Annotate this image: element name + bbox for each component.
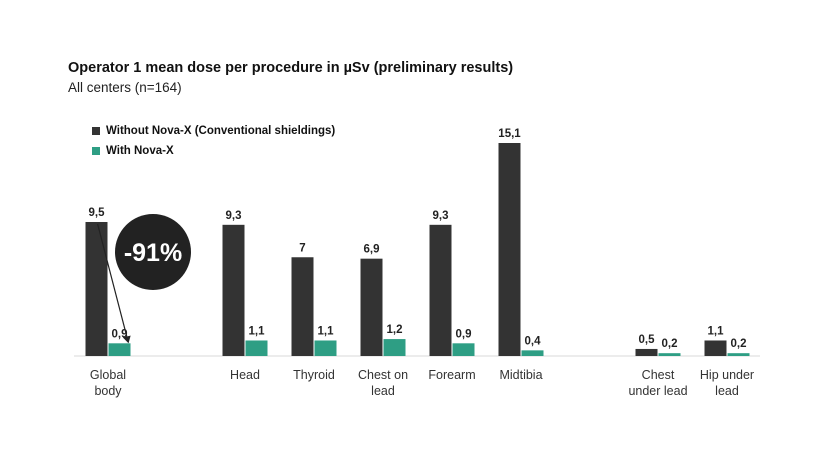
bar-without-nova-x [222,224,245,356]
bar-with-nova-x [383,339,406,356]
x-tick-label: Chest on lead [358,368,408,398]
legend-swatch-with-nova-x [92,147,100,155]
reduction-badge [115,214,191,290]
data-label: 9,5 [89,207,106,219]
bar-without-nova-x [498,143,521,356]
bar-without-nova-x [85,221,108,356]
data-label: 9,3 [226,210,242,222]
bar-without-nova-x [704,340,727,356]
legend-label-with-nova-x: With Nova-X [106,145,174,157]
data-label: 0,2 [731,338,747,350]
reduction-arrow [97,223,131,344]
bar-with-nova-x [245,340,268,356]
x-tick-label: Global body [90,368,126,398]
x-tick-label: Forearm [428,368,475,382]
x-tick-label: Midtibia [499,368,542,382]
legend-label-without-nova-x: Without Nova-X (Conventional shieldings) [106,125,336,137]
bar-without-nova-x [429,224,452,356]
data-label: 15,1 [498,128,521,140]
data-label: 1,2 [387,324,403,336]
bar-with-nova-x [727,353,750,356]
bar-with-nova-x [108,343,131,356]
x-tick-label: Head [230,368,260,382]
x-tick-label: Thyroid [293,368,335,382]
bar-with-nova-x [314,340,337,356]
data-label: 9,3 [433,210,449,222]
legend-swatch-without-nova-x [92,127,100,135]
bar-without-nova-x [635,348,658,356]
bar-with-nova-x [521,350,544,356]
data-label: 1,1 [318,325,335,337]
bar-with-nova-x [452,343,475,356]
data-label: 1,1 [708,325,725,337]
reduction-badge-text: -91% [124,239,182,267]
data-label: 0,5 [639,334,656,346]
chart-title: Operator 1 mean dose per procedure in µS… [68,60,514,76]
legend-item-without-nova-x: Without Nova-X (Conventional shieldings) [92,121,335,141]
data-label: 0,9 [456,328,472,340]
bar-without-nova-x [360,258,383,356]
chart-subtitle: All centers (n=164) [68,80,182,95]
data-label: 6,9 [364,244,380,256]
bar-with-nova-x [658,353,681,356]
chart-legend: Without Nova-X (Conventional shieldings)… [92,121,335,161]
x-tick-label: Hip under lead [700,368,754,398]
data-label: 7 [299,242,305,254]
data-label: 0,4 [525,335,542,347]
data-label: 1,1 [249,325,266,337]
legend-item-with-nova-x: With Nova-X [92,141,335,161]
bar-without-nova-x [291,257,314,356]
x-tick-label: Chest under lead [628,368,687,398]
data-label: 0,2 [662,338,678,350]
